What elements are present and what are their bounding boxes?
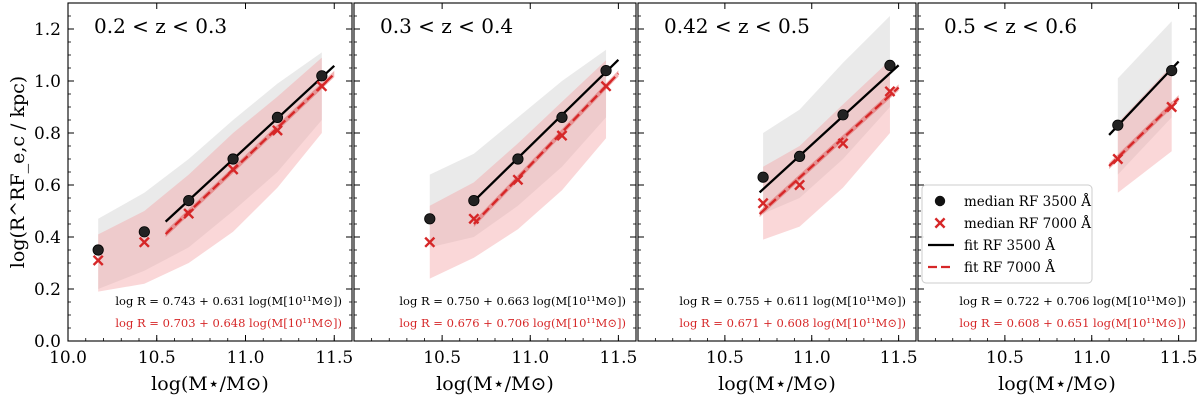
legend-marker-7000 [934, 217, 946, 229]
legend-label: median RF 7000 Å [964, 216, 1091, 232]
panel-3: 10.5 11.0 11.5 0.42 < z < 0.5 log R = 0.755 … [637, 2, 918, 395]
band-3500 [98, 52, 322, 290]
x-axis-label: log(M⋆/M⊙) [436, 373, 554, 395]
plot-area [424, 49, 620, 279]
median-3500-point [1112, 119, 1124, 131]
x-tick-label: 10.5 [706, 348, 744, 368]
median-7000-point [1112, 153, 1124, 165]
band-7000 [763, 60, 890, 240]
fit-equation-7000: log R = 0.671 + 0.608 log(M[10¹¹M⊙]) [679, 316, 906, 330]
band-3500 [763, 16, 890, 214]
legend-label: fit RF 3500 Å [964, 238, 1055, 254]
median-7000-point [316, 80, 328, 92]
y-tick-label: 1.0 [34, 72, 61, 92]
median-3500-point [316, 70, 328, 82]
fit-equation-7000: log R = 0.608 + 0.651 log(M[10¹¹M⊙]) [959, 316, 1186, 330]
median-7000-point [794, 179, 806, 191]
y-axis-label: log(R^RF_e,c / kpc) [7, 76, 29, 268]
panel-title: 0.5 < z < 0.6 [944, 14, 1077, 38]
median-3500-point [183, 195, 195, 207]
median-3500-point [138, 226, 150, 238]
x-axis-label: log(M⋆/M⊙) [151, 373, 269, 395]
legend-marker-3500 [934, 195, 946, 207]
x-tick-label: 11.0 [227, 348, 265, 368]
panel-1: 10.0 10.5 11.0 11.5 0.0 0.2 0.4 0.6 0.8 1.0 1.2 0.2… [7, 2, 353, 395]
median-7000-point [837, 137, 849, 149]
y-tick-label: 0.2 [34, 280, 61, 300]
x-tick-label: 10.5 [138, 348, 176, 368]
fit-equation-3500: log R = 0.755 + 0.611 log(M[10¹¹M⊙]) [679, 294, 906, 308]
median-7000-point [424, 236, 436, 248]
x-tick-label: 10.5 [423, 348, 461, 368]
x-tick-label: 10.0 [49, 348, 87, 368]
plot-area [92, 52, 336, 292]
median-3500-point [468, 195, 480, 207]
median-7000-point [183, 208, 195, 220]
y-tick-label: 0.0 [34, 332, 61, 352]
median-7000-point [556, 130, 568, 142]
band-7000 [1117, 65, 1172, 193]
median-7000-point [600, 80, 612, 92]
x-axis-label: log(M⋆/M⊙) [718, 373, 836, 395]
median-3500-point [556, 111, 568, 124]
x-tick-label: 11.5 [1160, 348, 1198, 368]
legend-label: median RF 3500 Å [964, 194, 1091, 210]
x-tick-label: 11.5 [880, 348, 918, 368]
x-tick-label: 11.0 [793, 348, 831, 368]
fit-line-3500 [164, 64, 336, 223]
fit-equation-3500: log R = 0.743 + 0.631 log(M[10¹¹M⊙]) [115, 294, 342, 308]
median-7000-point [138, 236, 150, 248]
plot-area [757, 16, 900, 240]
fit-line-7000 [473, 72, 620, 225]
y-tick-label: 0.4 [34, 228, 61, 248]
fit-equation-7000: log R = 0.703 + 0.648 log(M[10¹¹M⊙]) [115, 316, 342, 330]
fit-equation-7000: log R = 0.676 + 0.706 log(M[10¹¹M⊙]) [399, 316, 626, 330]
median-3500-point [271, 111, 284, 124]
median-3500-point [884, 59, 896, 72]
median-7000-point [272, 124, 283, 136]
panel-title: 0.42 < z < 0.5 [664, 14, 810, 38]
y-tick-label: 0.6 [34, 176, 61, 196]
x-tick-label: 11.5 [599, 348, 637, 368]
y-tick-label: 1.2 [34, 20, 61, 40]
band-7000 [98, 57, 322, 292]
plot-area [1108, 21, 1180, 193]
panel-4: 10.5 11.0 11.5 0.5 < z < 0.6 log R = 0.722 +… [917, 2, 1198, 395]
median-7000-point [468, 213, 480, 225]
x-tick-label: 11.0 [511, 348, 549, 368]
fit-equation-3500: log R = 0.750 + 0.663 log(M[10¹¹M⊙]) [399, 294, 626, 308]
median-3500-point [424, 213, 436, 225]
y-tick-label: 0.8 [34, 124, 61, 144]
panel-title: 0.3 < z < 0.4 [380, 14, 513, 38]
median-7000-point [512, 174, 524, 186]
median-7000-point [227, 163, 239, 175]
median-3500-point [512, 153, 524, 165]
legend-box [921, 184, 1093, 284]
fit-line-7000 [758, 86, 900, 215]
panel-2: 10.5 11.0 11.5 0.3 < z < 0.4 log R = 0.750 +… [353, 2, 637, 395]
panel-title: 0.2 < z < 0.3 [94, 14, 227, 38]
x-tick-label: 10.5 [986, 348, 1024, 368]
fit-equation-3500: log R = 0.722 + 0.706 log(M[10¹¹M⊙]) [959, 294, 1186, 308]
median-3500-point [600, 65, 612, 77]
median-3500-point [92, 244, 104, 256]
median-7000-point [757, 197, 769, 209]
x-axis-label: log(M⋆/M⊙) [998, 373, 1116, 395]
fit-line-3500 [758, 64, 900, 194]
median-3500-point [1166, 65, 1178, 77]
median-7000-point [884, 85, 896, 97]
x-tick-label: 11.0 [1073, 348, 1111, 368]
median-7000-point [1166, 101, 1178, 113]
legend-label: fit RF 7000 Å [964, 260, 1055, 276]
median-3500-point [837, 109, 849, 121]
legend: median RF 3500 Å median RF 7000 Å fit RF 3… [921, 184, 1093, 284]
median-3500-point [227, 153, 239, 165]
median-3500-point [793, 150, 806, 162]
median-3500-point [757, 171, 769, 183]
median-7000-point [92, 254, 104, 266]
x-tick-label: 11.5 [315, 348, 353, 368]
fit-line-3500 [473, 58, 620, 202]
